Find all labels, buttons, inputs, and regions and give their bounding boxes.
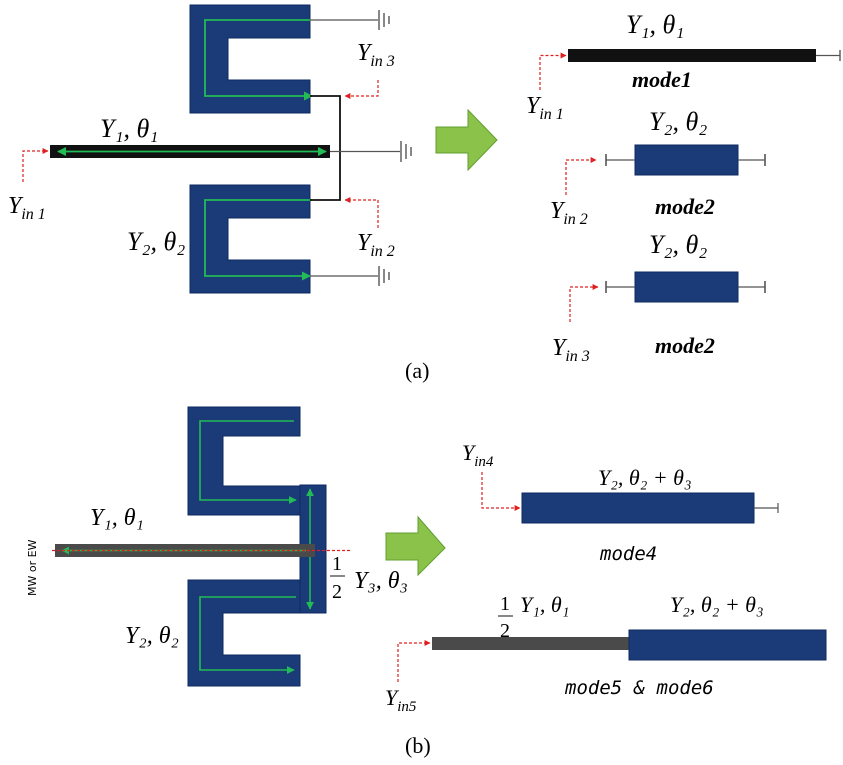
eq5-label-right: Y₂, θ₂ + θ₃ xyxy=(670,592,764,617)
ground-icon xyxy=(378,266,390,286)
eq1-port-label: Yin 1 xyxy=(526,93,564,123)
eq5-mode-label: mode5 & mode6 xyxy=(564,677,714,699)
lower-stub-current-arrow xyxy=(199,596,296,674)
port-arrow-icon xyxy=(539,52,567,90)
eq1-mode-label: mode1 xyxy=(632,67,692,92)
eq5-label-left: Y₁, θ₁ xyxy=(520,592,569,617)
part-b: MW or EW Y₁, θ₁ Y₂, θ₂ 1 2 Y₃, θ₃ Yin4 Y… xyxy=(26,406,827,758)
eq5-right-line xyxy=(628,629,827,661)
eq1-line xyxy=(568,49,816,62)
eq3-label: Y₂, θ₂ xyxy=(649,230,707,259)
lower-stub-current-arrow xyxy=(204,199,312,281)
ground-icon xyxy=(400,141,412,162)
eq4-port-label: Yin4 xyxy=(462,440,494,470)
eq4-line xyxy=(521,492,755,524)
eq5-port-label: Yin5 xyxy=(385,685,417,715)
symmetry-plane-label: MW or EW xyxy=(26,539,39,596)
stub2-label: Y₂, θ₂ xyxy=(125,623,179,649)
port-arrow-icon xyxy=(565,157,597,195)
stub1-label: Y₁, θ₁ xyxy=(90,505,144,531)
port-arrow-icon xyxy=(569,284,599,322)
eq5-half-numerator: 1 xyxy=(500,593,510,615)
part-b-caption: (b) xyxy=(405,733,431,758)
ground-icon xyxy=(378,10,390,30)
part-a: Y₁, θ₁ Y₂, θ₂ Yin 1 Yin 3 Yin 2 Y₁, θ₁ Y… xyxy=(8,4,841,383)
eq4-mode-label: mode4 xyxy=(599,543,657,565)
eq5-left-line xyxy=(432,637,629,650)
right-arrow-icon xyxy=(435,108,498,172)
half-numerator: 1 xyxy=(332,553,342,575)
upper-stub-current-arrow xyxy=(199,420,297,504)
stub3-label: Y₃, θ₃ xyxy=(354,568,408,594)
half-denominator: 2 xyxy=(332,581,342,603)
junction-connector xyxy=(310,95,341,201)
port-arrow-icon xyxy=(397,640,431,682)
eq2-label: Y₂, θ₂ xyxy=(649,107,707,136)
eq2-line xyxy=(634,144,739,176)
upper-stub-current-arrow xyxy=(204,19,313,101)
stub2-label: Y₂, θ₂ xyxy=(127,227,185,256)
eq2-mode-label: mode2 xyxy=(655,194,715,219)
lower-u-stub xyxy=(189,184,311,294)
upper-e-stub xyxy=(187,406,301,516)
port-label-in3: Yin 3 xyxy=(357,40,395,70)
port-label-in1: Yin 1 xyxy=(8,193,46,223)
right-arrow-icon xyxy=(385,515,446,577)
eq4-label: Y₂, θ₂ + θ₃ xyxy=(598,465,692,490)
part-a-caption: (a) xyxy=(405,358,429,383)
stub1-label: Y₁, θ₁ xyxy=(100,114,158,143)
eq3-port-label: Yin 3 xyxy=(552,335,590,365)
port-label-in2: Yin 2 xyxy=(357,230,395,260)
eq2-port-label: Yin 2 xyxy=(550,198,588,228)
port-arrow-icon xyxy=(22,148,49,182)
port-arrow-icon xyxy=(344,197,379,228)
port-arrow-icon xyxy=(344,80,379,99)
eq1-label: Y₁, θ₁ xyxy=(626,10,684,39)
eq3-line xyxy=(634,271,739,303)
port-arrow-icon xyxy=(481,472,521,511)
upper-u-stub xyxy=(189,4,311,114)
eq5-half-denominator: 2 xyxy=(500,620,510,642)
lower-e-stub xyxy=(187,579,301,687)
eq3-mode-label: mode2 xyxy=(655,333,715,358)
